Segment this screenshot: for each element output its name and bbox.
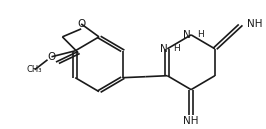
Text: CH₃: CH₃ [27, 65, 42, 74]
Text: O: O [47, 52, 56, 62]
Text: H: H [197, 30, 204, 39]
Text: NH: NH [247, 19, 263, 29]
Text: NH: NH [183, 116, 199, 126]
Text: N: N [183, 30, 191, 40]
Text: N: N [160, 44, 167, 54]
Text: O: O [77, 19, 85, 29]
Text: H: H [173, 44, 180, 53]
